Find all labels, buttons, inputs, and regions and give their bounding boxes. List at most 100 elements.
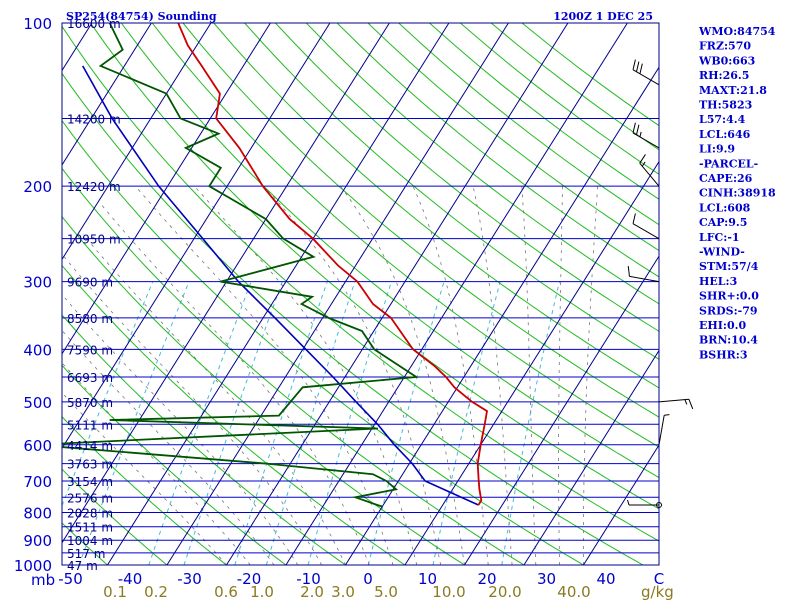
- wind-barb-flag: [635, 61, 640, 72]
- moist-adiabat: [62, 362, 251, 565]
- height-label: 4414 m: [67, 439, 113, 453]
- wind-barb: [658, 414, 670, 445]
- isotherm: [166, 23, 509, 565]
- wind-barb: [632, 59, 660, 86]
- stability-index-item: LFC:-1: [699, 231, 740, 244]
- temperature-tick-label: -20: [237, 570, 262, 588]
- height-label: 8580 m: [67, 312, 113, 326]
- isotherm: [62, 23, 331, 450]
- pressure-tick-label: 900: [23, 532, 52, 550]
- stability-index-item: HEL:3: [699, 275, 737, 288]
- wind-barb-staff: [658, 415, 665, 445]
- wind-barb-half-flag: [664, 414, 670, 416]
- stability-index-item: LI:9.9: [699, 143, 735, 156]
- temperature-tick-label: 10: [418, 570, 437, 588]
- mixing-ratio-tick-label: 2.0: [300, 583, 324, 600]
- wind-barb-staff: [632, 223, 660, 240]
- plot-frame: [61, 22, 660, 566]
- height-label: 9690 m: [67, 276, 113, 290]
- wind-barb: [627, 499, 659, 506]
- stability-index-item: EHI:0.0: [699, 319, 746, 332]
- isobars: [62, 22, 659, 566]
- isotherm: [62, 23, 271, 355]
- mixing-ratio-tick-label: 0.6: [214, 583, 238, 600]
- wind-barb-staff: [658, 398, 689, 403]
- wind-barb-flag: [632, 59, 636, 70]
- moist-adiabat: [82, 233, 346, 565]
- wind-barb-half-flag: [627, 499, 630, 506]
- wind-barb: [658, 398, 694, 410]
- isotherm: [62, 23, 390, 544]
- height-label: 5870 m: [67, 396, 113, 410]
- temperature-tick-label: -40: [118, 570, 143, 588]
- wind-barb-flag: [688, 399, 694, 410]
- mixing-ratio-tick-label: 5.0: [374, 583, 398, 600]
- mixing-ratio-tick-label: 20.0: [488, 583, 521, 600]
- stability-index-item: -WIND-: [699, 246, 745, 259]
- wind-barb: [632, 213, 660, 240]
- height-label: 1511 m: [67, 521, 113, 535]
- surface-wind-marker: [656, 502, 662, 509]
- wind-barb-staff: [632, 69, 660, 86]
- isotherms: [62, 23, 659, 565]
- isotherm: [62, 23, 152, 166]
- pressure-tick-label: 1000: [14, 557, 52, 575]
- mixing-ratio-tick-label: 1.0: [250, 583, 274, 600]
- height-label: 16600 m: [67, 17, 121, 31]
- stability-index-item: STM:57/4: [699, 260, 759, 273]
- wind-barbs: [627, 59, 694, 509]
- pressure-tick-label: 100: [23, 15, 52, 33]
- stability-index-item: MAXT:21.8: [699, 84, 767, 97]
- stability-index-item: SHR+:0.0: [699, 290, 759, 303]
- wind-barb-staff: [632, 132, 660, 149]
- wind-barb-flag: [639, 154, 646, 164]
- moist-adiabat: [63, 256, 322, 565]
- height-label: 1004 m: [67, 534, 113, 548]
- stability-index-item: BSHR:3: [699, 348, 748, 361]
- isotherm: [404, 160, 659, 565]
- moist-adiabat: [62, 392, 227, 565]
- wind-barb-flag: [635, 124, 640, 136]
- wind-barb-flag: [627, 265, 630, 277]
- station-title: SP254(84754) Sounding: [66, 10, 217, 23]
- height-label: 3763 m: [67, 458, 113, 472]
- mixing-ratio-tick-label: 0.2: [144, 583, 168, 600]
- height-label: 5111 m: [67, 418, 113, 432]
- stability-index-item: SRDS:-79: [699, 304, 758, 317]
- temperature-tick-label: 40: [596, 570, 615, 588]
- isotherm: [583, 444, 659, 565]
- temperature-tick-label: 0: [363, 570, 373, 588]
- moist-adiabat: [194, 185, 418, 565]
- stability-index-item: CAPE:26: [699, 172, 753, 185]
- height-label: 517 m: [67, 547, 105, 561]
- temperature-tick-label: 30: [537, 570, 556, 588]
- isotherm: [226, 23, 569, 565]
- pressure-tick-label: 200: [23, 178, 52, 196]
- stability-index-item: TH:5823: [699, 99, 752, 112]
- stability-index-item: LCL:646: [699, 128, 751, 141]
- stability-index-item: RH:26.5: [699, 69, 749, 82]
- pressure-tick-label: 700: [23, 473, 52, 491]
- height-label: 3154 m: [67, 475, 113, 489]
- pressure-tick-label: 600: [23, 437, 52, 455]
- height-label: 2576 m: [67, 491, 113, 505]
- height-label: 6693 m: [67, 371, 113, 385]
- wind-barb-staff: [639, 162, 660, 187]
- mixing-ratio-unit-label: g/kg: [641, 583, 674, 600]
- pressure-tick-label: 800: [23, 504, 52, 522]
- mixing-ratio-line: [501, 281, 560, 565]
- pressure-tick-label: 500: [23, 394, 52, 412]
- wind-barb-flag: [632, 213, 636, 224]
- mixing-ratio-tick-label: 3.0: [331, 583, 355, 600]
- wind-barb-half-flag: [641, 161, 646, 167]
- wind-barb: [639, 154, 660, 187]
- stability-index-item: BRN:10.4: [699, 334, 758, 347]
- stability-index-item: WMO:84754: [698, 25, 776, 38]
- wind-barb-flag: [639, 63, 643, 74]
- stability-index-item: LCL:608: [699, 201, 751, 214]
- mixing-ratio-line: [432, 281, 501, 565]
- stability-index-item: WB0:663: [698, 54, 755, 67]
